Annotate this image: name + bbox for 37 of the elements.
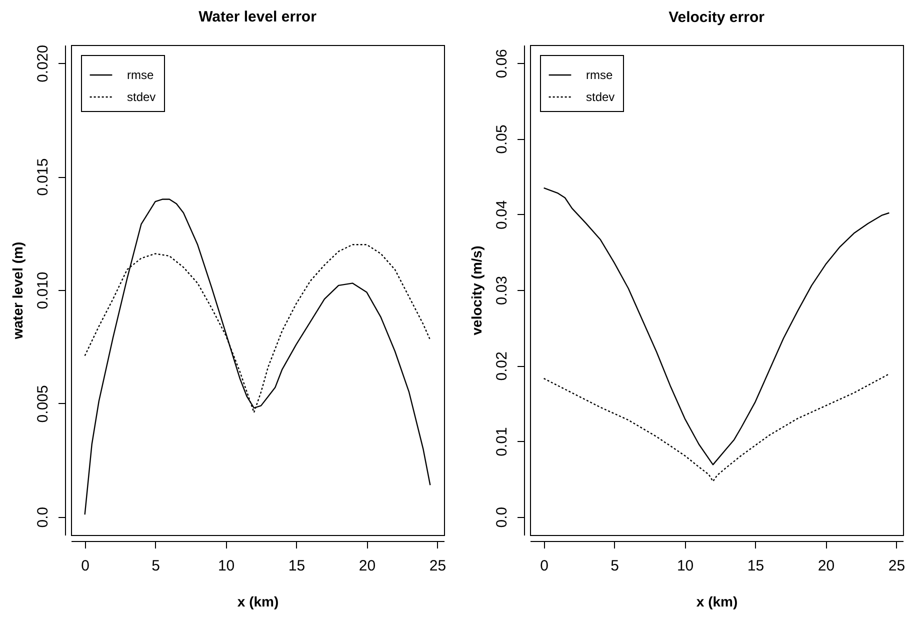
y-axis-title: velocity (m/s) [468,246,484,336]
chart-title: Velocity error [668,9,765,26]
y-tick-label: 0.020 [34,44,52,82]
chart-title: Water level error [198,8,317,26]
y-tick-label: 0.0 [34,506,52,528]
y-tick-label: 0.05 [494,124,510,154]
legend-label: stdev [127,90,156,104]
y-tick-label: 0.06 [494,49,510,78]
x-tick-label: 10 [676,558,694,574]
x-tick-label: 10 [218,558,235,574]
x-tick-label: 25 [429,558,446,574]
y-tick-label: 0.005 [34,385,52,423]
x-tick-label: 15 [747,558,764,574]
y-tick-label: 0.015 [34,158,52,196]
line-series [84,198,431,516]
legend-label: rmse [586,68,613,82]
y-tick-label: 0.03 [494,276,510,306]
x-tick-label: 0 [540,558,548,574]
y-tick-label: 0.010 [34,272,52,310]
x-tick-label: 20 [818,558,835,574]
y-tick-label: 0.01 [494,427,510,456]
y-tick-label: 0.0 [494,506,510,528]
y-axis-title: water level (m) [10,242,26,340]
x-axis-title: x (km) [696,594,738,610]
x-tick-label: 15 [288,558,306,574]
x-axis-title: x (km) [237,594,279,610]
legend-label: stdev [586,90,615,104]
x-tick-label: 5 [610,558,619,574]
x-tick-label: 5 [152,558,160,574]
y-tick-label: 0.04 [494,200,510,230]
y-tick-label: 0.02 [494,352,510,381]
x-tick-label: 20 [358,558,376,574]
line-series [543,373,890,482]
line-series [543,187,890,466]
legend-label: rmse [127,68,154,82]
x-tick-label: 0 [81,558,90,574]
x-tick-label: 25 [888,558,906,574]
